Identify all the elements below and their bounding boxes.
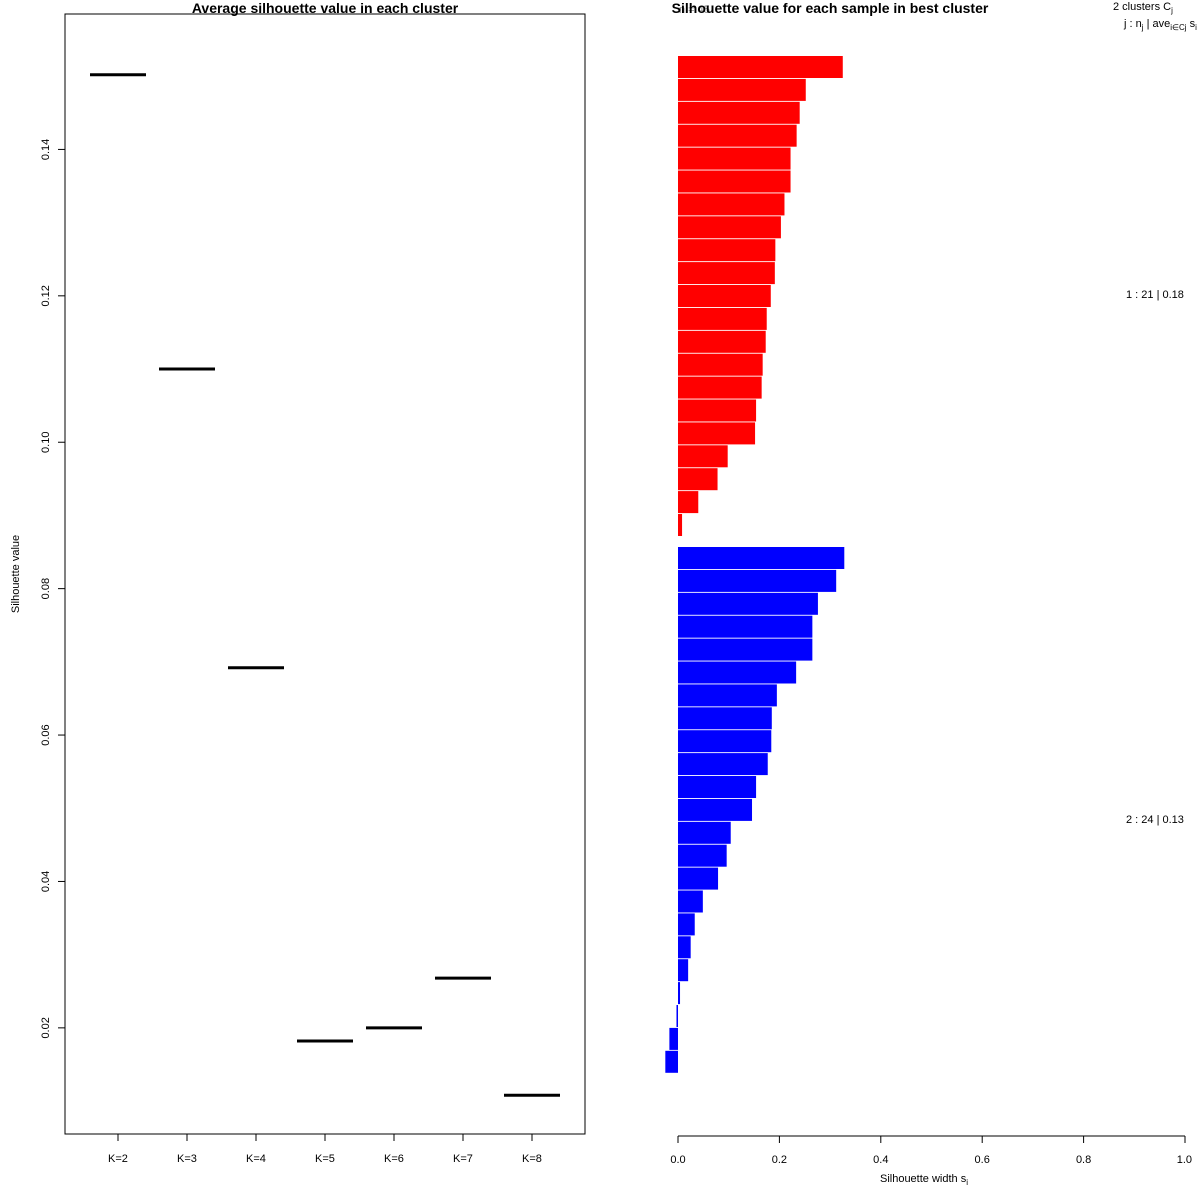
cluster-2-bar xyxy=(678,615,813,638)
cluster-2-bar xyxy=(678,867,719,890)
left-x-tick-label: K=5 xyxy=(315,1153,335,1165)
cluster-1-bar xyxy=(678,514,683,536)
legend-header-line2: j : nj | avei∈Cj si xyxy=(1123,18,1197,32)
legend-line1-sub: j xyxy=(1170,6,1173,15)
cluster-1-bar xyxy=(678,216,781,239)
right-x-axis-label-sub: i xyxy=(966,1178,968,1187)
cluster-2-bar xyxy=(678,753,768,776)
left-series xyxy=(90,73,560,1097)
right-x-axis-label: Silhouette width si xyxy=(880,1173,968,1187)
right-overlap-text: n = 45 xyxy=(679,4,710,16)
legend-header-line1: 2 clusters Cj xyxy=(1113,1,1173,15)
left-plot-box xyxy=(64,13,586,1135)
cluster-2-bar xyxy=(678,982,681,1005)
left-y-tick-label: 0.08 xyxy=(40,578,52,599)
right-x-tick-label: 0.8 xyxy=(1076,1154,1091,1166)
left-y-tick-label: 0.04 xyxy=(40,871,52,892)
left-x-tick-label: K=4 xyxy=(246,1153,266,1165)
cluster-2-bar xyxy=(678,684,777,707)
cluster-1-bar xyxy=(678,445,728,468)
cluster-1-bar xyxy=(678,285,771,307)
left-y-tick-label: 0.02 xyxy=(40,1017,52,1038)
left-y-axis: 0.02 0.04 0.06 0.08 0.10 0.12 0.14 xyxy=(40,139,66,1039)
legend-line2-suffix: s xyxy=(1187,18,1196,30)
cluster-1-bar xyxy=(678,399,757,422)
right-x-tick-label: 0.0 xyxy=(670,1154,685,1166)
left-x-tick-label: K=3 xyxy=(177,1153,197,1165)
left-x-tick-label: K=8 xyxy=(522,1153,542,1165)
cluster-1-bar xyxy=(678,193,785,216)
left-x-tick-label: K=2 xyxy=(108,1153,128,1165)
right-chart-title: Silhouette value for each sample in best… xyxy=(672,0,989,16)
right-x-tick-label: 0.4 xyxy=(873,1154,888,1166)
right-x-tick-label: 0.6 xyxy=(975,1154,990,1166)
left-x-tick-label: K=6 xyxy=(384,1153,404,1165)
cluster-2-bar xyxy=(678,936,691,959)
legend-line1-prefix: 2 clusters C xyxy=(1113,1,1171,13)
cluster-2-bar xyxy=(678,821,731,844)
cluster-2-bar xyxy=(678,730,772,753)
cluster-2-bar xyxy=(669,1027,678,1050)
cluster-2-bar xyxy=(678,592,818,615)
cluster-1-bar xyxy=(678,124,797,147)
left-y-tick-label: 0.14 xyxy=(40,139,52,160)
cluster-1-bar xyxy=(678,491,699,514)
right-panel: n = 45 Silhouette value for each sample … xyxy=(665,0,1197,1187)
cluster-2-bar xyxy=(676,1005,678,1027)
right-x-axis-label-main: Silhouette width xyxy=(880,1173,958,1185)
cluster-1-bar xyxy=(678,147,791,170)
right-x-axis-label-symbol: s xyxy=(961,1173,967,1185)
legend-line2-prefix: j : n xyxy=(1123,18,1142,30)
cluster-1-bar xyxy=(678,239,776,262)
right-x-tick-label: 1.0 xyxy=(1177,1154,1192,1166)
cluster-1-bar xyxy=(678,78,806,101)
cluster-2-label: 2 : 24 | 0.13 xyxy=(1126,814,1184,826)
left-y-axis-label: Silhouette value xyxy=(10,535,22,613)
cluster-1-bar xyxy=(678,307,767,330)
cluster-2-bar xyxy=(678,890,703,913)
cluster-2-bar xyxy=(678,844,727,867)
cluster-2-bar xyxy=(678,638,813,661)
cluster-2-bar xyxy=(678,707,772,730)
cluster-2-bar xyxy=(678,913,695,936)
left-y-tick-label: 0.12 xyxy=(40,285,52,306)
right-x-axis: 0.0 0.2 0.4 0.6 0.8 1.0 xyxy=(670,1135,1192,1166)
left-y-tick-label: 0.10 xyxy=(40,432,52,453)
cluster-1-label: 1 : 21 | 0.18 xyxy=(1126,289,1184,301)
cluster-1-bar xyxy=(678,353,763,376)
right-bars xyxy=(665,56,845,1073)
left-y-tick-label: 0.06 xyxy=(40,724,52,745)
cluster-2-bar xyxy=(678,776,757,798)
cluster-1-bar xyxy=(678,170,791,193)
cluster-2-bar xyxy=(678,959,689,982)
cluster-2-bar xyxy=(665,1050,678,1073)
cluster-1-bar xyxy=(678,376,762,399)
legend-line2-sub1: j xyxy=(1141,23,1144,32)
cluster-1-bar xyxy=(678,101,800,124)
cluster-1-bar xyxy=(678,330,766,353)
left-panel: Average silhouette value in each cluster… xyxy=(10,0,586,1165)
cluster-1-bar xyxy=(678,56,843,78)
left-x-axis: K=2 K=3 K=4 K=5 K=6 K=7 K=8 xyxy=(108,1133,542,1165)
cluster-1-bar xyxy=(678,422,756,445)
cluster-2-bar xyxy=(678,661,797,684)
cluster-2-bar xyxy=(678,569,837,592)
legend-line2-sub3: i xyxy=(1195,23,1197,32)
right-x-tick-label: 0.2 xyxy=(772,1154,787,1166)
cluster-1-bar xyxy=(678,468,718,491)
cluster-1-bar xyxy=(678,262,775,285)
legend-line2-mid: | ave xyxy=(1144,18,1171,30)
cluster-2-bar xyxy=(678,547,845,569)
cluster-2-bar xyxy=(678,798,753,821)
legend-line2-sub2: i∈Cj xyxy=(1170,23,1187,32)
left-chart-title: Average silhouette value in each cluster xyxy=(192,0,459,16)
left-x-tick-label: K=7 xyxy=(453,1153,473,1165)
